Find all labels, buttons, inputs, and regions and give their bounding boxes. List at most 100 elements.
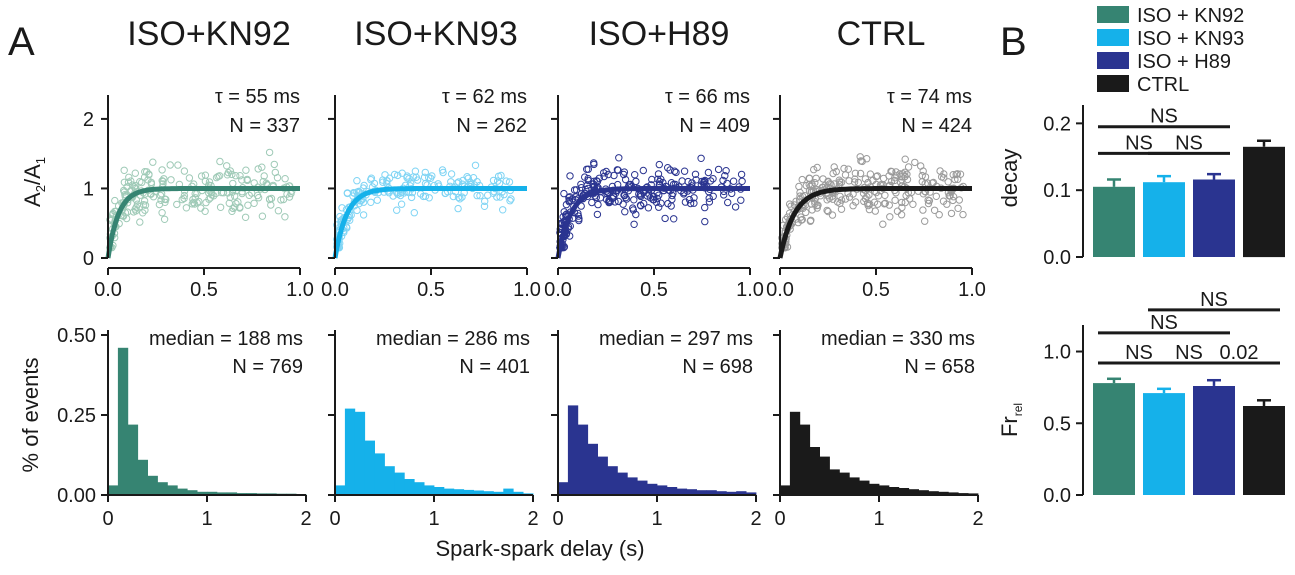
- scatter-point: [496, 193, 504, 201]
- histogram-bar: [443, 488, 455, 495]
- tau-annotation: τ = 55 ms: [215, 86, 300, 108]
- scatter-point: [705, 194, 713, 203]
- y-tick-label: 0.1: [1043, 180, 1071, 202]
- histogram-bar: [627, 477, 638, 495]
- scatter-point: [690, 199, 698, 207]
- scatter-point: [854, 178, 862, 187]
- significance-label: 0.02: [1220, 342, 1259, 364]
- x-tick-label: 1: [873, 508, 884, 530]
- bar-1: [1093, 383, 1135, 495]
- scatter-point: [584, 165, 592, 173]
- scatter-point: [120, 166, 128, 175]
- scatter-point: [904, 163, 913, 171]
- histogram-bar: [607, 466, 618, 495]
- scatter-point: [210, 192, 218, 200]
- x-tick-label: 0: [329, 508, 340, 530]
- x-tick-label: 0.5: [190, 279, 218, 301]
- legend-swatch: [1097, 52, 1129, 69]
- scatter-point: [574, 209, 582, 218]
- y-axis-label-part: A: [20, 192, 45, 207]
- histogram-bar: [157, 482, 168, 495]
- scatter-point: [873, 200, 882, 208]
- scatter-point: [836, 192, 844, 201]
- scatter-point: [155, 200, 164, 209]
- histogram-bar: [137, 459, 148, 495]
- y-axis-label-part: 2: [33, 185, 48, 192]
- scatter-point: [158, 209, 166, 217]
- histogram-bar: [335, 485, 346, 495]
- scatter-point: [919, 206, 927, 214]
- scatter-point: [130, 183, 139, 191]
- scatter-point: [359, 198, 368, 206]
- scatter-point: [132, 181, 140, 190]
- y-tick-label: 2: [83, 109, 94, 131]
- bar-3: [1193, 386, 1235, 495]
- histogram-panel-1: 0 1 2 0.00 0.25 0.50 % of events median = 188 m…: [18, 325, 312, 530]
- bar-3: [1193, 179, 1235, 257]
- scatter-point: [120, 178, 129, 187]
- scatter-point: [559, 213, 567, 221]
- scatter-point: [953, 170, 961, 178]
- scatter-point: [929, 178, 938, 187]
- scatter-point: [632, 210, 640, 219]
- histogram-bar: [424, 485, 435, 495]
- scatter-point: [359, 211, 368, 219]
- scatter-point: [949, 171, 957, 179]
- y-tick-label: 0.50: [57, 325, 96, 347]
- scatter-point: [136, 218, 144, 226]
- histogram-bar: [483, 491, 494, 495]
- scatter-point: [566, 232, 574, 240]
- scatter-point: [684, 177, 692, 186]
- scatter-point: [805, 174, 813, 182]
- significance-label: NS: [1200, 289, 1228, 311]
- x-tick-label: 1: [651, 508, 662, 530]
- scatter-point: [655, 160, 663, 169]
- scatter-point: [242, 166, 250, 174]
- scatter-point: [819, 175, 827, 183]
- scatter-point: [420, 173, 429, 182]
- fit-curve: [555, 186, 750, 259]
- bar-4: [1243, 406, 1285, 495]
- scatter-point: [190, 200, 199, 208]
- scatter-point: [449, 192, 457, 201]
- scatter-point: [338, 204, 346, 212]
- scatter-point: [180, 167, 189, 175]
- scatter-point: [891, 196, 899, 205]
- shared-x-axis-label: Spark-spark delay (s): [435, 536, 644, 561]
- scatter-point: [254, 194, 263, 202]
- scatter-point: [254, 165, 262, 173]
- histogram-bar: [716, 491, 727, 495]
- scatter-point: [180, 191, 189, 200]
- recovery-panel-2: ISO+KN93 0.0 0.5 1.0 τ = 62 ms N = 262: [321, 15, 541, 301]
- scatter-point: [691, 170, 700, 179]
- scatter-point: [615, 154, 623, 162]
- scatter-point: [481, 197, 489, 206]
- scatter-point: [212, 173, 221, 182]
- scatter-point: [796, 192, 804, 200]
- n-annotation: N = 769: [232, 356, 303, 378]
- scatter-point: [566, 193, 574, 201]
- x-tick-label: 1: [201, 508, 212, 530]
- scatter-point: [925, 197, 934, 205]
- bar-2: [1143, 393, 1185, 495]
- scatter-point: [505, 178, 514, 186]
- legend-entry: ISO + KN92: [1137, 5, 1244, 27]
- histogram-bar: [859, 480, 870, 495]
- scatter-point: [274, 207, 283, 215]
- y-axis-label: % of events: [18, 358, 43, 473]
- scatter-point: [813, 163, 821, 172]
- scatter-point: [806, 182, 814, 191]
- y-tick-label: 0.5: [1043, 413, 1071, 435]
- histogram-bar: [746, 492, 757, 495]
- scatter-point: [493, 177, 502, 185]
- x-tick-label: 0.0: [321, 279, 349, 301]
- significance-label: NS: [1150, 312, 1178, 334]
- scatter-point: [860, 197, 868, 206]
- scatter-point: [229, 179, 237, 188]
- scatter-point: [225, 199, 234, 207]
- significance-label: NS: [1150, 106, 1178, 128]
- scatter-point: [201, 207, 209, 216]
- scatter-point: [850, 178, 859, 186]
- scatter-point: [397, 200, 406, 208]
